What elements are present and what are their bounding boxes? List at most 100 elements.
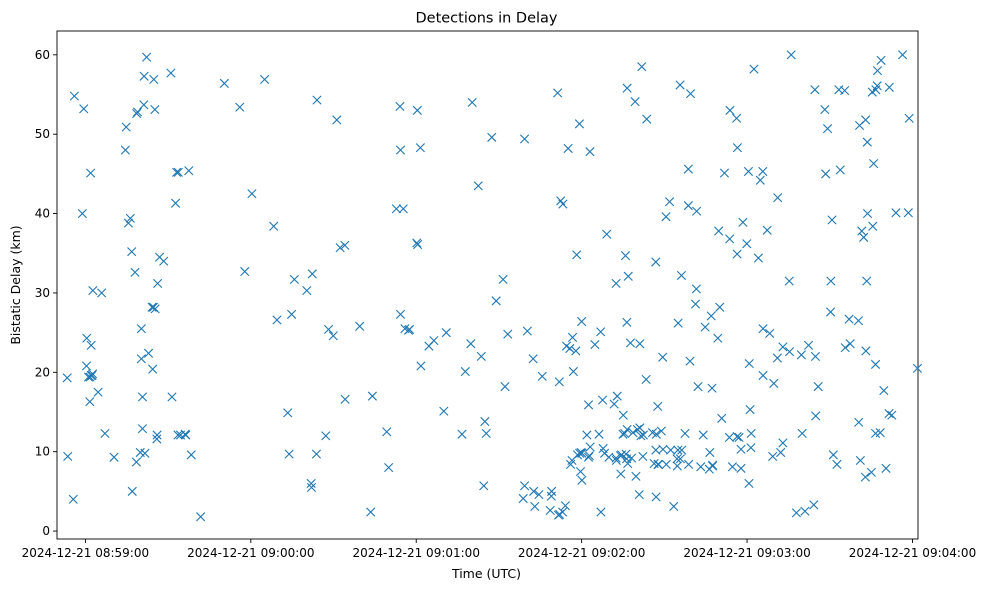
data-point <box>758 166 768 177</box>
data-point <box>714 226 724 236</box>
data-point <box>827 215 837 225</box>
data-point <box>412 238 422 248</box>
data-point <box>797 428 807 439</box>
data-point <box>744 358 754 369</box>
data-point <box>121 122 131 132</box>
data-point <box>522 326 532 336</box>
plot-area <box>56 30 919 540</box>
data-point <box>416 361 426 371</box>
data-point <box>637 62 647 72</box>
data-point <box>625 338 636 348</box>
data-point <box>136 324 146 334</box>
data-point <box>727 462 738 472</box>
data-point <box>666 445 676 455</box>
data-point <box>778 438 788 448</box>
data-point <box>109 452 119 462</box>
data-point <box>585 147 595 157</box>
data-point <box>93 387 103 397</box>
data-point <box>658 444 668 454</box>
data-point <box>690 299 701 309</box>
data-point <box>656 426 666 436</box>
data-point <box>618 429 628 439</box>
data-point <box>884 408 894 419</box>
data-point <box>809 500 819 510</box>
data-point <box>321 431 331 441</box>
data-point <box>811 411 821 421</box>
data-point <box>746 428 756 439</box>
data-point <box>127 247 137 257</box>
data-point <box>125 213 135 223</box>
data-point <box>140 448 150 458</box>
data-point <box>481 428 491 439</box>
y-tick-label: 60 <box>35 48 50 62</box>
data-point <box>854 417 864 427</box>
data-point <box>734 432 744 442</box>
data-point <box>638 451 648 462</box>
data-point <box>487 132 497 142</box>
data-point <box>861 115 871 125</box>
data-point <box>835 165 845 175</box>
data-point <box>765 328 775 339</box>
data-point <box>622 83 632 93</box>
data-point <box>596 507 606 517</box>
data-point <box>736 463 746 473</box>
data-point <box>335 243 345 253</box>
data-point <box>879 385 889 396</box>
data-point <box>391 204 401 214</box>
data-point <box>81 361 92 371</box>
data-point <box>784 276 794 286</box>
data-point <box>130 267 140 277</box>
data-point <box>123 218 133 228</box>
data-point <box>567 332 578 342</box>
x-axis: 2024-12-21 08:59:00 2024-12-21 09:00:00 20… <box>22 539 976 560</box>
data-point <box>143 348 154 358</box>
data-point <box>866 467 876 477</box>
data-point <box>583 400 594 410</box>
data-point <box>647 428 658 438</box>
data-point <box>738 217 748 227</box>
data-point <box>857 226 867 236</box>
data-point <box>653 401 663 412</box>
data-point <box>732 113 742 123</box>
data-point <box>820 104 830 115</box>
data-point <box>382 427 392 437</box>
chart-title: Detections in Delay <box>415 11 557 27</box>
data-point <box>166 68 176 78</box>
data-point <box>150 104 160 115</box>
data-point <box>685 356 695 366</box>
data-point <box>467 97 477 108</box>
data-point <box>568 366 578 377</box>
data-point <box>384 462 394 473</box>
data-point <box>412 105 422 115</box>
data-point <box>622 317 632 327</box>
data-point <box>803 340 814 350</box>
data-point <box>707 383 717 393</box>
data-point <box>395 309 406 319</box>
data-point <box>565 343 575 354</box>
x-axis-label: Time (UTC) <box>451 566 521 581</box>
data-point <box>152 430 162 440</box>
data-point <box>441 328 451 338</box>
data-point <box>87 369 98 379</box>
data-point <box>810 85 820 95</box>
data-point <box>366 507 376 517</box>
data-point <box>753 253 763 263</box>
data-point <box>672 461 682 471</box>
data-point <box>283 408 293 418</box>
data-point <box>862 276 872 286</box>
data-point <box>546 491 556 501</box>
data-point <box>598 443 608 454</box>
x-tick-label: 2024-12-21 09:00:00 <box>187 546 314 560</box>
y-tick-label: 40 <box>35 207 50 221</box>
data-point <box>904 113 914 123</box>
data-point <box>503 329 513 339</box>
data-point <box>869 158 879 169</box>
data-point <box>479 481 489 491</box>
data-point <box>88 285 98 296</box>
data-point <box>68 494 78 504</box>
data-point <box>791 508 802 518</box>
data-point <box>590 339 600 350</box>
data-point <box>137 392 148 402</box>
data-point <box>518 493 528 504</box>
data-point <box>235 102 245 112</box>
